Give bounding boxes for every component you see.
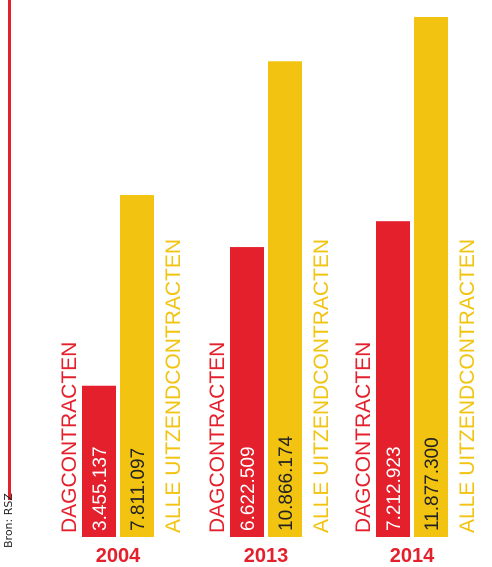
series-label-dag-2013: DAGCONTRACTEN [206, 342, 229, 533]
series-label-dag-2014: DAGCONTRACTEN [352, 342, 375, 533]
value-label-dag-2013: 6.622.509 [238, 446, 259, 531]
series-label-dag-2004: DAGCONTRACTEN [58, 342, 81, 533]
year-label-2004: 2004 [96, 545, 141, 567]
source-note: Bron: RSZ [2, 493, 15, 548]
series-label-uitzend-2013: ALLE UITZENDCONTRACTEN [310, 239, 333, 533]
series-label-uitzend-2014: ALLE UITZENDCONTRACTEN [456, 239, 479, 533]
value-label-uitzend-2013: 10.866.174 [276, 435, 297, 531]
year-label-2013: 2013 [244, 545, 289, 567]
value-label-dag-2004: 3.455.137 [90, 446, 111, 531]
year-label-2014: 2014 [390, 545, 435, 567]
value-label-dag-2014: 7.212.923 [384, 446, 405, 531]
value-label-uitzend-2014: 11.877.300 [422, 437, 443, 531]
series-label-uitzend-2004: ALLE UITZENDCONTRACTEN [162, 239, 185, 533]
value-label-uitzend-2004: 7.811.097 [128, 448, 149, 531]
